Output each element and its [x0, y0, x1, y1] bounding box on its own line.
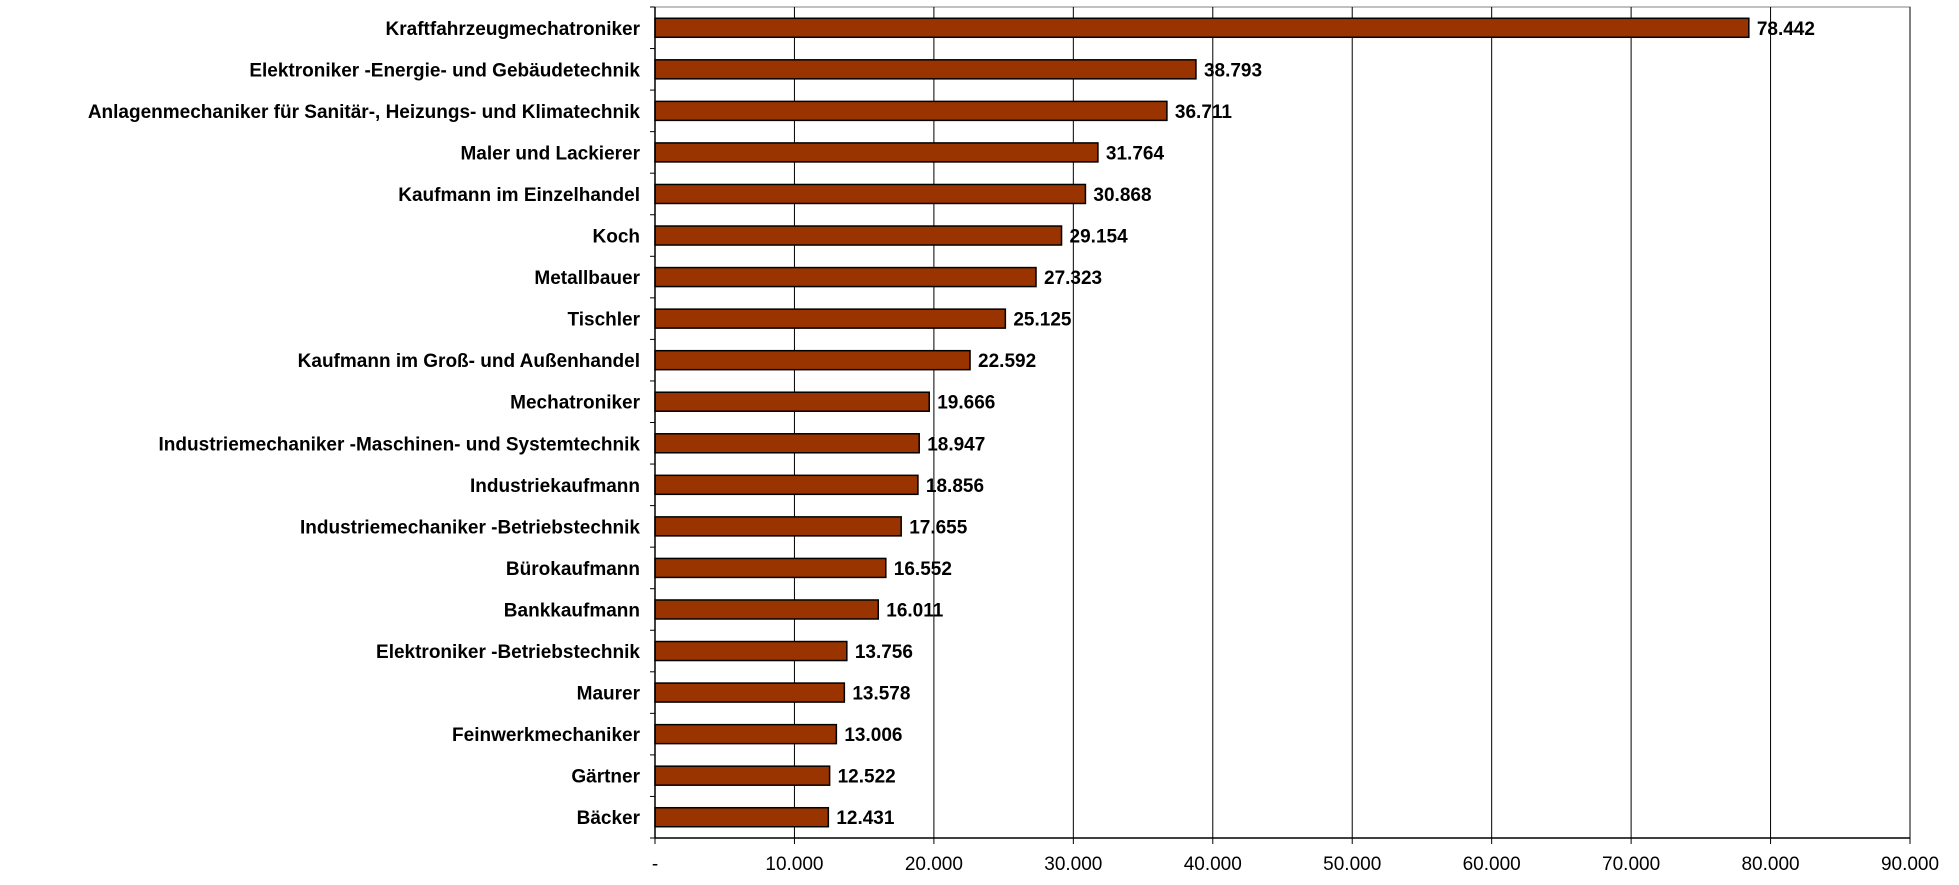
category-label-17: Feinwerkmechaniker [452, 725, 641, 746]
value-label-7: 25.125 [1013, 310, 1072, 331]
x-tick-label-1: 10.000 [765, 854, 823, 875]
value-label-4: 30.868 [1093, 185, 1151, 206]
bar-13 [654, 557, 887, 579]
category-label-13: Bürokaufmann [506, 559, 640, 580]
value-label-6: 27.323 [1044, 268, 1102, 289]
bar-7 [654, 308, 1007, 329]
value-label-15: 13.756 [855, 642, 913, 663]
bar-0 [654, 17, 1750, 39]
bar-8 [654, 349, 971, 371]
value-label-18: 12.522 [838, 767, 896, 788]
value-label-13: 16.552 [894, 559, 952, 580]
value-label-16: 13.578 [852, 684, 910, 705]
bar-14 [654, 599, 880, 620]
value-label-17: 13.006 [844, 725, 902, 746]
x-tick-label-0: - [652, 854, 658, 875]
bar-10 [654, 433, 920, 454]
value-label-14: 16.011 [886, 600, 943, 621]
category-label-7: Tischler [567, 310, 640, 331]
value-label-2: 36.711 [1175, 102, 1232, 123]
category-label-9: Mechatroniker [510, 393, 640, 414]
category-label-1: Elektroniker -Energie- und Gebäudetechni… [249, 60, 640, 81]
category-label-15: Elektroniker -Betriebstechnik [376, 642, 640, 663]
bar-17 [654, 723, 838, 745]
category-labels: Kraftfahrzeugmechatroniker Elektroniker -… [88, 19, 641, 829]
x-tick-label-5: 50.000 [1323, 854, 1381, 875]
bar-4 [654, 183, 1087, 205]
category-label-5: Koch [593, 227, 641, 248]
bar-11 [654, 474, 919, 496]
value-label-12: 17.655 [909, 517, 968, 538]
x-tick-labels: - 10.000 20.000 30.000 40.000 50.000 60.000 70.… [652, 854, 1939, 875]
x-tick-label-3: 30.000 [1044, 854, 1102, 875]
value-label-19: 12.431 [836, 808, 895, 829]
category-label-3: Maler und Lackierer [460, 143, 640, 164]
category-label-11: Industriekaufmann [470, 476, 640, 497]
bar-16 [654, 682, 846, 703]
x-tick-label-4: 40.000 [1184, 854, 1242, 875]
bar-2 [654, 100, 1168, 122]
value-label-5: 29.154 [1070, 227, 1129, 248]
value-label-11: 18.856 [926, 476, 984, 497]
category-label-16: Maurer [577, 684, 641, 705]
value-labels: 78.442 38.793 36.711 31.764 30.868 29.154 27.3… [836, 19, 1815, 829]
plot-frame [654, 6, 1911, 839]
category-label-2: Anlagenmechaniker für Sanitär-, Heizungs… [88, 102, 641, 123]
bar-15 [654, 640, 848, 662]
gridlines [654, 6, 1911, 839]
bar-3 [654, 142, 1099, 163]
category-label-6: Metallbauer [534, 268, 640, 289]
bar-1 [654, 59, 1197, 80]
x-tick-label-9: 90.000 [1881, 854, 1939, 875]
bar-6 [654, 266, 1037, 288]
value-label-9: 19.666 [937, 393, 995, 414]
value-label-1: 38.793 [1204, 60, 1262, 81]
category-label-10: Industriemechaniker -Maschinen- und Syst… [159, 434, 641, 455]
bars [654, 17, 1750, 828]
x-tick-label-8: 80.000 [1741, 854, 1799, 875]
value-label-8: 22.592 [978, 351, 1036, 372]
bar-19 [654, 806, 830, 828]
category-label-4: Kaufmann im Einzelhandel [398, 185, 640, 206]
category-label-0: Kraftfahrzeugmechatroniker [386, 19, 641, 40]
category-label-18: Gärtner [571, 767, 640, 788]
category-label-14: Bankkaufmann [504, 600, 640, 621]
bar-12 [654, 516, 902, 537]
bar-18 [654, 765, 831, 786]
axes [650, 6, 1911, 844]
x-tick-label-7: 70.000 [1602, 854, 1660, 875]
value-label-3: 31.764 [1106, 143, 1165, 164]
category-label-8: Kaufmann im Groß- und Außenhandel [298, 351, 640, 372]
x-tick-label-2: 20.000 [905, 854, 963, 875]
category-label-19: Bäcker [577, 808, 641, 829]
category-label-12: Industriemechaniker -Betriebstechnik [300, 517, 640, 538]
bar-5 [654, 225, 1063, 246]
value-label-10: 18.947 [927, 434, 985, 455]
x-tick-label-6: 60.000 [1463, 854, 1521, 875]
bar-9 [654, 391, 930, 412]
value-label-0: 78.442 [1757, 19, 1815, 40]
